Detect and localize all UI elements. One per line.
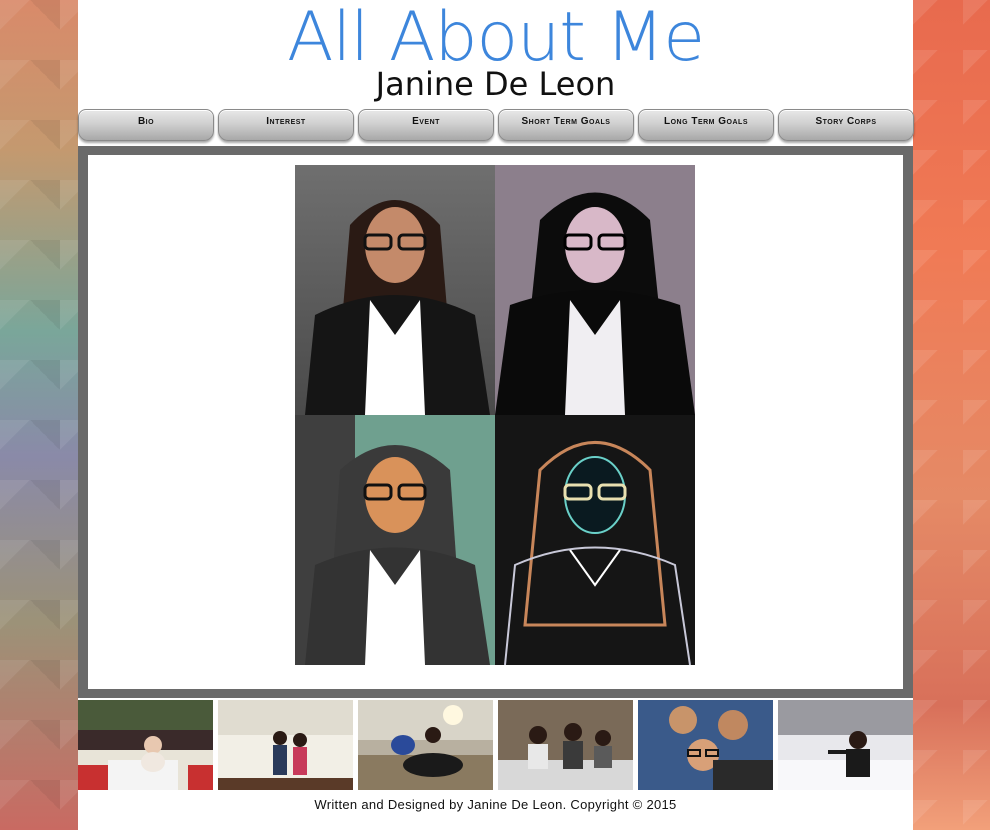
nav-event-button[interactable]: Event xyxy=(358,109,494,141)
portrait-natural-image xyxy=(295,165,495,415)
photo-strip xyxy=(78,700,913,790)
background-pattern-right xyxy=(913,0,990,830)
footer-copyright: Written and Designed by Janine De Leon. … xyxy=(314,797,677,812)
thumbnail-group-selfie[interactable] xyxy=(638,700,773,790)
nav-short-term-goals-button[interactable]: Short Term Goals xyxy=(498,109,634,141)
nav-story-corps-button[interactable]: Story Corps xyxy=(778,109,914,141)
portrait-glowing-edges-image xyxy=(495,415,695,665)
thumbnail-children-sofa[interactable] xyxy=(218,700,353,790)
nav-bio-button[interactable]: Bio xyxy=(78,109,214,141)
thumbnail-friends-bed[interactable] xyxy=(498,700,633,790)
nav-interest-button[interactable]: Interest xyxy=(218,109,354,141)
content-area xyxy=(88,155,903,689)
page-container: All About Me Janine De Leon Bio Interest… xyxy=(78,0,914,830)
content-frame xyxy=(78,146,913,698)
portrait-posterized-image xyxy=(495,165,695,415)
nav-long-term-goals-button[interactable]: Long Term Goals xyxy=(638,109,774,141)
portrait-cutout-image xyxy=(295,415,495,665)
thumbnail-dog-sunset[interactable] xyxy=(358,700,493,790)
thumbnail-snow[interactable] xyxy=(778,700,913,790)
page-title: All About Me xyxy=(286,0,705,77)
portrait-collage xyxy=(295,165,695,665)
nav-bar: Bio Interest Event Short Term Goals Long… xyxy=(78,109,914,141)
page-subtitle: Janine De Leon xyxy=(375,65,616,103)
thumbnail-baby[interactable] xyxy=(78,700,213,790)
